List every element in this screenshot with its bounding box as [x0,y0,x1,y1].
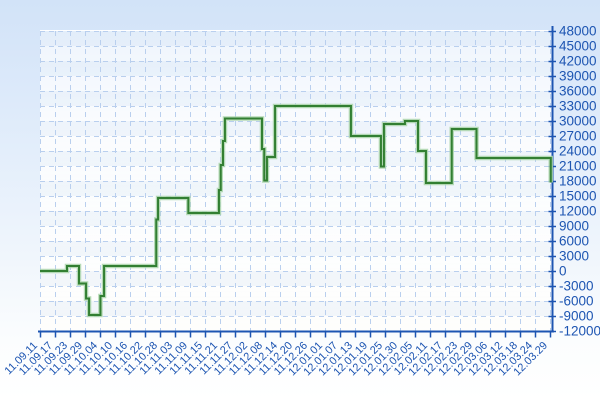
y-tick-label: -3000 [559,279,594,294]
y-tick-label: 6000 [559,234,589,249]
y-tick-label: 33000 [559,99,597,114]
y-tick-label: 36000 [559,84,597,99]
y-tick-label: 45000 [559,39,597,54]
y-tick-label: 0 [559,264,567,279]
y-tick-label: 18000 [559,174,597,189]
y-tick-label: 30000 [559,114,597,129]
y-tick-label: 48000 [559,24,597,39]
y-tick-label: 3000 [559,249,589,264]
y-tick-label: 9000 [559,219,589,234]
y-tick-label: 21000 [559,159,597,174]
y-tick-label: 42000 [559,54,597,69]
y-tick-label: 27000 [559,129,597,144]
y-tick-label: 39000 [559,69,597,84]
y-tick-label: 24000 [559,144,597,159]
balance-step-curve [40,105,552,316]
y-tick-label: -6000 [559,294,594,309]
y-tick-label: 12000 [559,204,597,219]
y-tick-label: 15000 [559,189,597,204]
y-tick-label: -12000 [559,324,600,339]
y-tick-label: -9000 [559,309,594,324]
